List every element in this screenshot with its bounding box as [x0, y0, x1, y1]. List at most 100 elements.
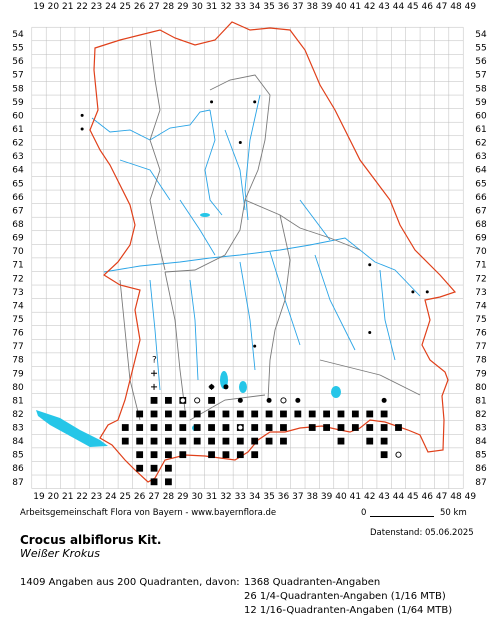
- x-tick-label: 46: [422, 2, 434, 12]
- y-tick-label: 86: [475, 464, 487, 474]
- scale-zero: 0: [361, 508, 367, 518]
- mark-filled-square: [179, 451, 187, 459]
- x-tick-label: 24: [105, 2, 117, 12]
- x-tick-label: 43: [378, 2, 389, 12]
- x-tick-label: 27: [148, 492, 159, 502]
- x-tick-label: 32: [220, 492, 231, 502]
- y-tick-label: 58: [12, 84, 24, 94]
- y-tick-label: 83: [12, 424, 23, 434]
- mark-filled-circle: [237, 397, 243, 403]
- y-tick-label: 85: [12, 451, 23, 461]
- y-tick-label: 83: [475, 424, 486, 434]
- y-tick-label: 64: [12, 166, 24, 176]
- data-date: Datenstand: 05.06.2025: [370, 528, 474, 538]
- mark-cross: [208, 383, 215, 390]
- mark-filled-square: [193, 437, 201, 445]
- mark-filled-square: [366, 424, 374, 431]
- x-tick-label: 34: [249, 2, 261, 12]
- y-axis-labels-left: 54 55 56 57 58 59 60 61 62 63 64 65 66 67 68 69 70 71 72 73…: [12, 30, 24, 488]
- mark-filled-circle: [381, 397, 387, 403]
- lakes: [36, 213, 341, 447]
- mark-filled-square: [251, 437, 259, 445]
- mark-filled-square: [380, 451, 388, 459]
- mark-filled-square: [150, 424, 158, 431]
- x-tick-label: 20: [48, 2, 60, 12]
- y-tick-label: 73: [12, 288, 23, 298]
- y-tick-label: 67: [475, 206, 486, 216]
- x-tick-label: 42: [364, 492, 375, 502]
- y-tick-label: 68: [12, 220, 24, 230]
- y-tick-label: 84: [12, 437, 24, 447]
- mark-filled-square: [150, 410, 158, 418]
- mark-filled-square: [222, 424, 230, 431]
- x-tick-label: 38: [306, 492, 318, 502]
- x-tick-label: 41: [350, 492, 361, 502]
- x-tick-label: 19: [33, 492, 45, 502]
- mark-cross: [151, 370, 158, 377]
- mark-filled-square: [380, 437, 388, 445]
- mark-filled-square: [208, 410, 215, 418]
- mark-filled-square: [366, 410, 374, 418]
- x-tick-label: 42: [364, 2, 375, 12]
- y-tick-label: 69: [12, 234, 24, 244]
- mark-filled-circle: [238, 141, 242, 145]
- x-tick-label: 37: [292, 492, 303, 502]
- mark-filled-circle: [210, 100, 214, 104]
- mark-filled-circle: [425, 290, 429, 294]
- mark-filled-square: [323, 424, 330, 431]
- mark-filled-square: [222, 451, 230, 459]
- x-tick-label: 22: [76, 2, 87, 12]
- mark-filled-circle: [252, 411, 258, 417]
- mark-filled-square: [294, 410, 302, 418]
- mark-open-circle: [395, 451, 402, 458]
- mark-open-circle: [237, 424, 244, 431]
- x-tick-label: 31: [206, 492, 217, 502]
- y-tick-label: 73: [475, 288, 486, 298]
- y-tick-label: 62: [475, 139, 486, 149]
- mark-filled-square: [351, 410, 359, 418]
- x-tick-label: 25: [120, 492, 131, 502]
- y-tick-label: 59: [475, 98, 487, 108]
- mark-filled-square: [150, 437, 158, 445]
- y-tick-label: 79: [475, 369, 487, 379]
- x-tick-label: 48: [450, 492, 462, 502]
- y-tick-label: 61: [12, 125, 23, 135]
- x-tick-label: 25: [120, 2, 131, 12]
- state-border: [89, 21, 457, 483]
- x-tick-label: 43: [378, 492, 389, 502]
- x-tick-label: 33: [235, 492, 246, 502]
- mark-filled-circle: [253, 100, 257, 104]
- y-tick-label: 66: [12, 193, 24, 203]
- y-tick-label: 56: [12, 57, 24, 67]
- x-tick-label: 28: [163, 492, 175, 502]
- x-tick-label: 35: [263, 492, 274, 502]
- y-tick-label: 63: [12, 152, 23, 162]
- mark-filled-square: [136, 451, 144, 459]
- mark-filled-square: [395, 424, 402, 431]
- y-tick-label: 77: [475, 342, 486, 352]
- x-axis-labels-top: 19 20 21 22 23 24 25 26 27 28 29 30 31 32 33 34 35 36 37 38…: [33, 2, 476, 12]
- mark-filled-square: [208, 451, 215, 459]
- mark-filled-square: [337, 424, 345, 431]
- mark-filled-circle: [165, 425, 171, 431]
- x-tick-label: 23: [91, 2, 102, 12]
- y-tick-label: 61: [475, 125, 486, 135]
- x-tick-label: 26: [134, 492, 146, 502]
- y-tick-label: 72: [475, 274, 486, 284]
- x-tick-label: 47: [436, 492, 447, 502]
- y-tick-label: 82: [12, 410, 23, 420]
- mark-filled-square: [136, 424, 144, 431]
- mark-filled-square: [150, 478, 158, 486]
- mark-filled-square: [265, 410, 273, 418]
- mark-filled-square: [308, 424, 316, 431]
- occurrence-marks: ?: [80, 100, 429, 486]
- y-tick-label: 65: [12, 179, 23, 189]
- mark-filled-square: [193, 410, 201, 418]
- mark-filled-square: [351, 424, 359, 431]
- y-tick-label: 62: [12, 139, 23, 149]
- mark-filled-square: [165, 478, 172, 486]
- x-tick-label: 37: [292, 2, 303, 12]
- x-tick-label: 26: [134, 2, 146, 12]
- mark-filled-circle: [411, 290, 415, 294]
- x-tick-label: 31: [206, 2, 217, 12]
